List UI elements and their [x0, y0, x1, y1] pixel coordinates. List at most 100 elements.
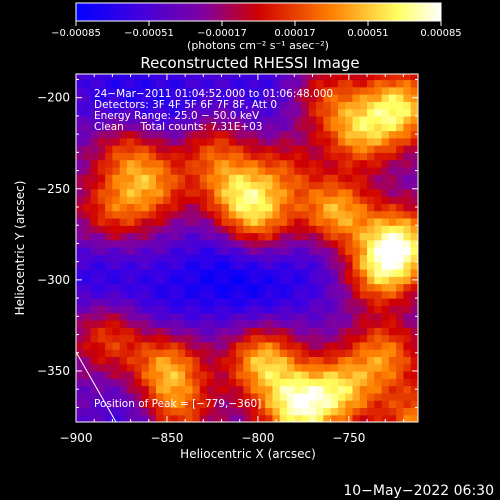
heatmap-cell [148, 210, 157, 219]
heatmap-cell [250, 319, 259, 328]
heatmap-cell [185, 407, 194, 416]
heatmap-cell [243, 159, 252, 168]
heatmap-cell [221, 268, 230, 277]
heatmap-cell [257, 94, 266, 102]
heatmap-cell [90, 349, 99, 358]
heatmap-cell [396, 217, 405, 226]
heatmap-cell [337, 79, 346, 88]
heatmap-cell [301, 74, 310, 81]
heatmap-cell [97, 363, 106, 372]
heatmap-cell [374, 319, 383, 328]
heatmap-cell [243, 225, 252, 234]
heatmap-cell [374, 407, 383, 416]
heatmap-cell [294, 181, 303, 190]
heatmap-cell [367, 276, 375, 285]
heatmap-cell [141, 312, 150, 321]
heatmap-cell [170, 152, 179, 161]
heatmap-cell [330, 203, 339, 212]
heatmap-cell [156, 145, 164, 153]
heatmap-cell [294, 74, 303, 81]
heatmap-cell [163, 130, 172, 139]
heatmap-cell [206, 137, 215, 146]
heatmap-cell [221, 196, 230, 204]
heatmap-cell [287, 123, 295, 132]
heatmap-cell [170, 101, 179, 110]
heatmap-cell [105, 319, 113, 328]
heatmap-cell [381, 378, 390, 387]
heatmap-cell [119, 400, 128, 409]
heatmap-cell [163, 94, 172, 102]
heatmap-cell [250, 159, 259, 168]
heatmap-cell [287, 174, 295, 183]
heatmap-cell [90, 79, 99, 88]
heatmap-cell [323, 290, 332, 299]
heatmap-cell [352, 378, 361, 387]
heatmap-cell [83, 407, 92, 416]
heatmap-cell [257, 356, 266, 365]
heatmap-cell [396, 74, 405, 81]
heatmap-cell [345, 181, 354, 190]
heatmap-cell [119, 254, 128, 263]
heatmap-cell [367, 196, 375, 204]
heatmap-cell [199, 203, 208, 212]
heatmap-cell [250, 312, 259, 321]
heatmap-cell [170, 137, 179, 146]
heatmap-cell [337, 174, 346, 183]
heatmap-cell [148, 370, 157, 379]
heatmap-cell [250, 152, 259, 161]
heatmap-cell [396, 327, 405, 336]
heatmap-cell [177, 101, 186, 110]
heatmap-cell [301, 225, 310, 234]
heatmap-cell [243, 203, 252, 212]
heatmap-cell [323, 414, 332, 422]
heatmap-cell [163, 363, 172, 372]
heatmap-cell [396, 363, 405, 372]
heatmap-cell [279, 217, 288, 226]
heatmap-cell [236, 356, 244, 365]
heatmap-cell [257, 210, 266, 219]
heatmap-cell [236, 378, 244, 387]
heatmap-cell [250, 378, 259, 387]
heatmap-cell [381, 152, 390, 161]
heatmap-cell [381, 123, 390, 132]
heatmap-cell [323, 225, 332, 234]
heatmap-cell [308, 356, 317, 365]
heatmap-cell [97, 407, 106, 416]
heatmap-cell [97, 86, 106, 95]
heatmap-cell [206, 203, 215, 212]
heatmap-cell [112, 254, 121, 263]
heatmap-cell [257, 196, 266, 204]
heatmap-cell [367, 108, 375, 117]
heatmap-cell [148, 276, 157, 285]
heatmap-cell [337, 94, 346, 102]
heatmap-cell [367, 305, 375, 314]
heatmap-cell [192, 123, 201, 132]
heatmap-cell [367, 319, 375, 328]
heatmap-cell [126, 385, 135, 394]
heatmap-cell [294, 378, 303, 387]
heatmap-cell [97, 349, 106, 358]
heatmap-cell [396, 385, 405, 394]
heatmap-cell [105, 363, 113, 372]
heatmap-cell [388, 268, 397, 277]
heatmap-cell [105, 210, 113, 219]
heatmap-cell [148, 232, 157, 241]
heatmap-cell [105, 94, 113, 102]
heatmap-cell [367, 392, 375, 401]
heatmap-cell [294, 94, 303, 102]
heatmap-cell [374, 225, 383, 234]
heatmap-cell [199, 137, 208, 146]
heatmap-cell [250, 94, 259, 102]
heatmap-cell [236, 392, 244, 401]
heatmap-cell [374, 334, 383, 343]
heatmap-cell [388, 123, 397, 132]
heatmap-cell [236, 290, 244, 299]
heatmap-cell [396, 283, 405, 292]
heatmap-cell [316, 305, 325, 314]
heatmap-cell [323, 298, 332, 306]
heatmap-cell [265, 276, 274, 285]
heatmap-cell [228, 400, 237, 409]
heatmap-cell [83, 312, 92, 321]
heatmap-cell [156, 349, 164, 358]
